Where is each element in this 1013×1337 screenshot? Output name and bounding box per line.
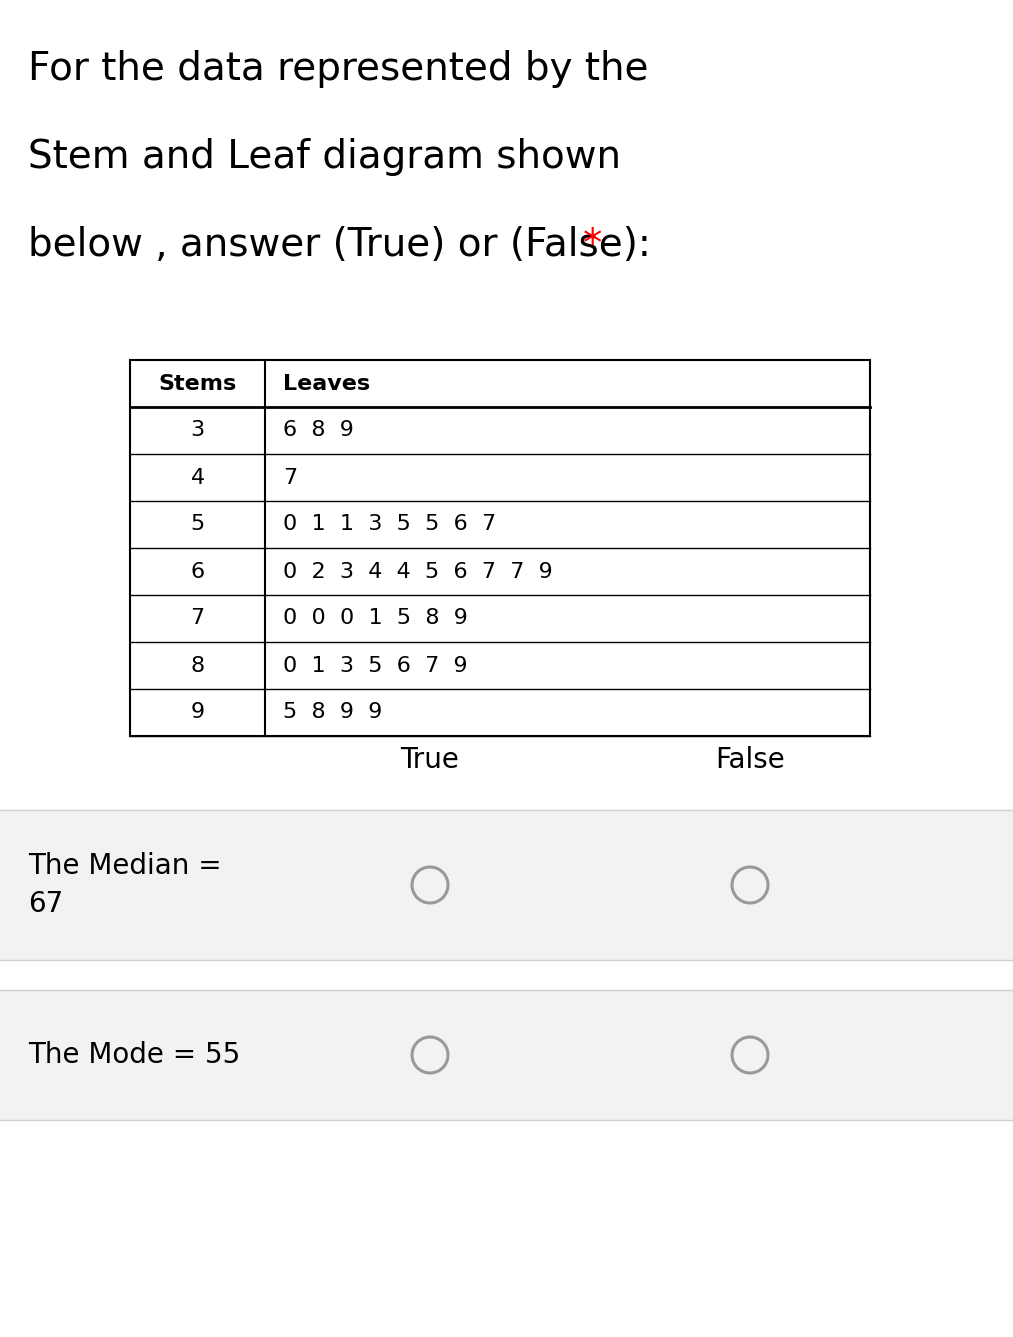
Text: 3: 3 [190, 421, 205, 440]
Text: 0  2  3  4  4  5  6  7  7  9: 0 2 3 4 4 5 6 7 7 9 [283, 562, 553, 582]
Text: 6  8  9: 6 8 9 [283, 421, 354, 440]
Text: For the data represented by the: For the data represented by the [28, 49, 648, 88]
Text: 9: 9 [190, 702, 205, 722]
Text: 7: 7 [283, 468, 297, 488]
Text: False: False [715, 746, 785, 774]
Bar [130, 360, 870, 735]
Text: Stems: Stems [158, 373, 237, 393]
Text: The Median =
67: The Median = 67 [28, 852, 222, 919]
Text: 5: 5 [190, 515, 205, 535]
Text: True: True [400, 746, 460, 774]
Text: 0  1  1  3  5  5  6  7: 0 1 1 3 5 5 6 7 [283, 515, 496, 535]
Text: Leaves: Leaves [283, 373, 370, 393]
Text: 6: 6 [190, 562, 205, 582]
Bar [0, 989, 1013, 1120]
Text: 0  0  0  1  5  8  9: 0 0 0 1 5 8 9 [283, 608, 468, 628]
Text: 0  1  3  5  6  7  9: 0 1 3 5 6 7 9 [283, 655, 468, 675]
Text: below , answer (True) or (False):: below , answer (True) or (False): [28, 226, 664, 263]
Text: Stem and Leaf diagram shown: Stem and Leaf diagram shown [28, 138, 621, 176]
Text: 8: 8 [190, 655, 205, 675]
Bar [0, 810, 1013, 960]
Text: 5  8  9  9: 5 8 9 9 [283, 702, 382, 722]
Text: *: * [583, 226, 603, 263]
Text: The Mode = 55: The Mode = 55 [28, 1042, 240, 1070]
Text: 7: 7 [190, 608, 205, 628]
Text: 4: 4 [190, 468, 205, 488]
